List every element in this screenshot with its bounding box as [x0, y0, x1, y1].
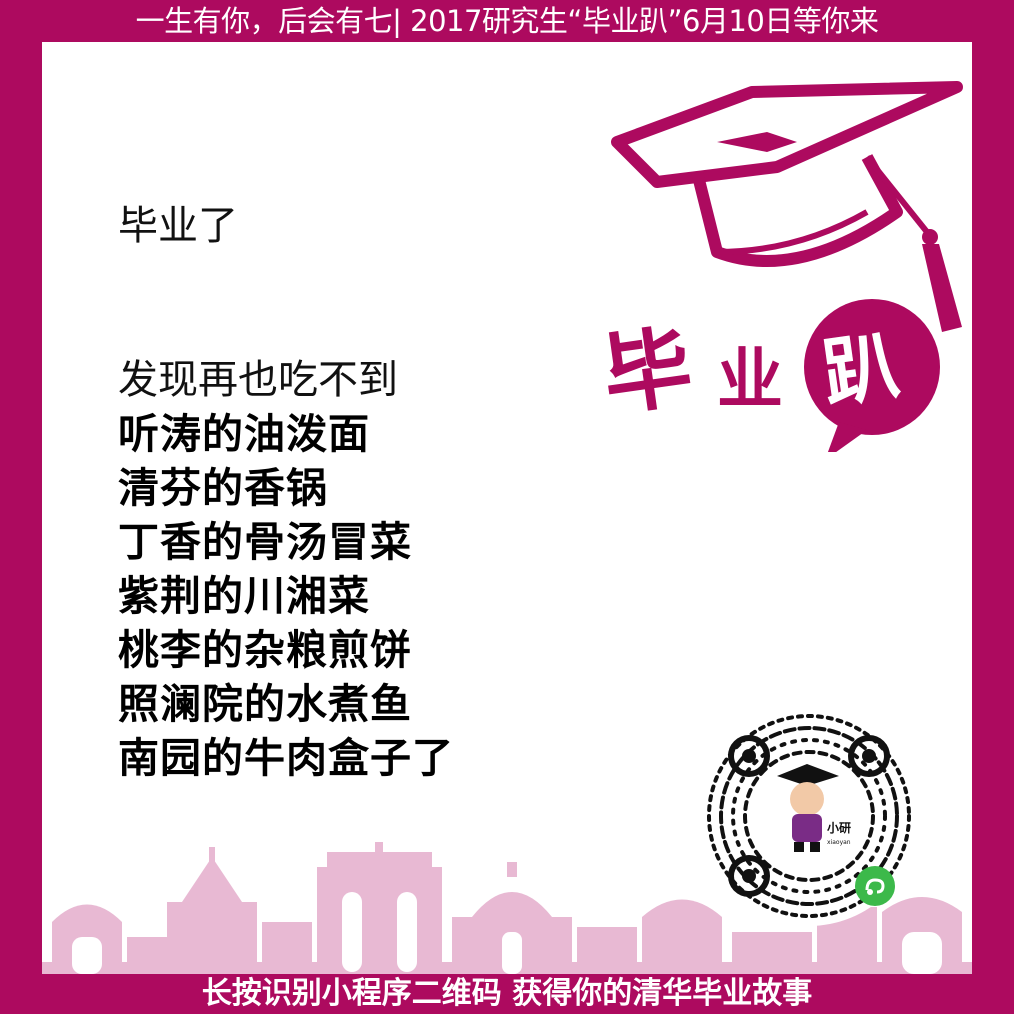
poster-card: 毕 业 趴 毕业了 发现再也吃不到 听涛的油泼面 清芬的香锅 丁香的骨汤冒菜 紫… — [42, 42, 972, 974]
poem-line: 清芬的香锅 — [118, 464, 328, 512]
mascot-icon — [777, 764, 839, 852]
logo-char-1: 毕 — [597, 314, 698, 428]
poem-line: 桃李的杂粮煎饼 — [118, 626, 412, 674]
graduation-cap-logo-icon: 毕 业 趴 — [597, 81, 963, 452]
mini-program-qr-icon[interactable]: 小研 xiaoyan — [697, 704, 922, 929]
logo-char-3: 趴 — [817, 320, 905, 419]
poem-line: 听涛的油泼面 — [118, 410, 370, 458]
mascot-name: 小研 — [827, 820, 851, 835]
intro-text: 毕业了 — [118, 203, 238, 249]
poem-line: 南园的牛肉盒子了 — [118, 734, 454, 782]
logo-char-2: 业 — [717, 341, 783, 418]
mascot-sub: xiaoyan — [827, 839, 851, 846]
poem-line: 照澜院的水煮鱼 — [118, 680, 412, 728]
poem-line: 丁香的骨汤冒菜 — [118, 518, 412, 566]
poem-lead: 发现再也吃不到 — [118, 357, 398, 403]
wechat-mini-program-icon — [855, 866, 895, 906]
poem: 发现再也吃不到 听涛的油泼面 清芬的香锅 丁香的骨汤冒菜 紫荆的川湘菜 桃李的杂… — [118, 354, 454, 785]
header-title: 一生有你，后会有七| 2017研究生“毕业趴”6月10日等你来 — [135, 4, 879, 38]
poem-line: 紫荆的川湘菜 — [118, 572, 370, 620]
footer-cta: 长按识别小程序二维码 获得你的清华毕业故事 — [201, 976, 813, 1011]
skyline-illustration — [42, 842, 972, 974]
